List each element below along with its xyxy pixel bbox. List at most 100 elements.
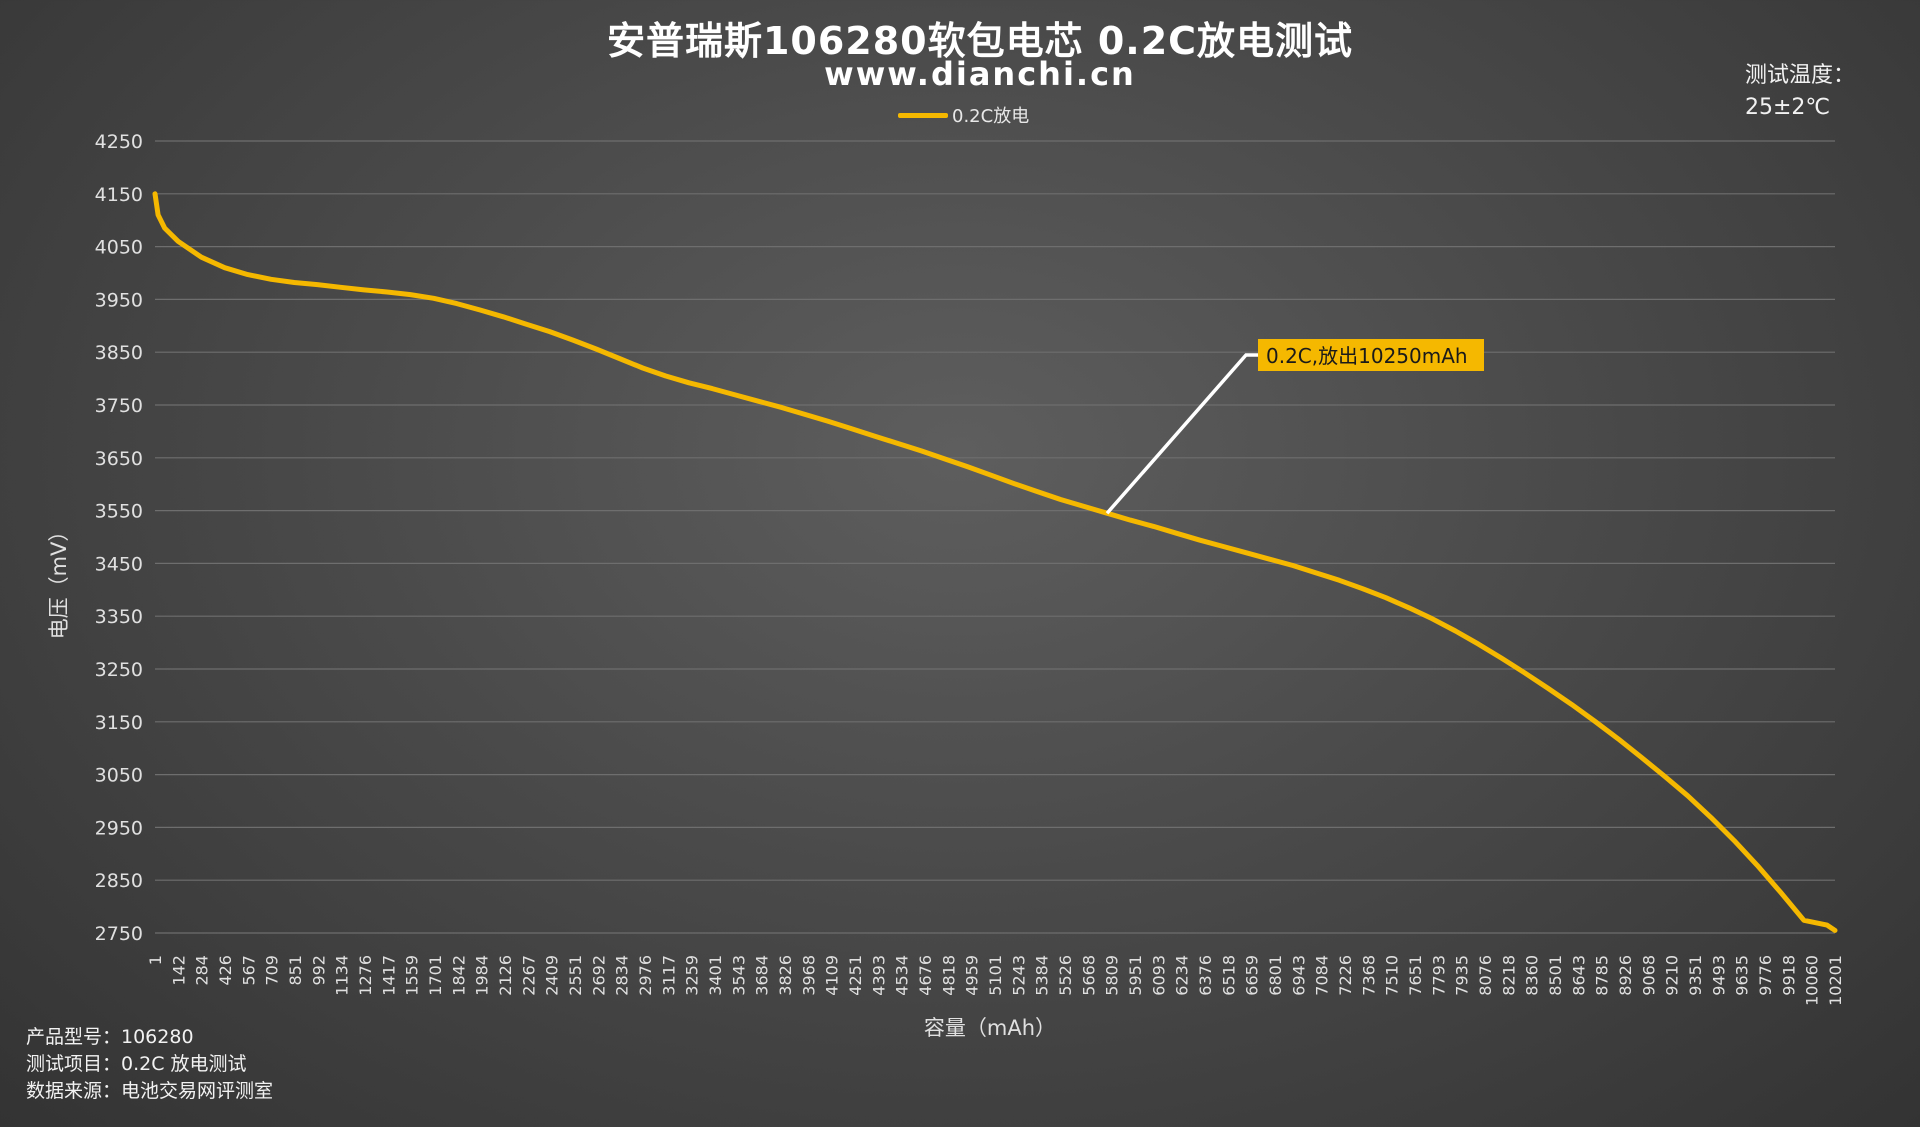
- legend-swatch: [898, 112, 948, 118]
- x-tick-label: 284: [193, 955, 212, 986]
- x-tick-label: 709: [263, 955, 282, 986]
- y-tick-label: 3950: [95, 289, 143, 311]
- annotation-leader-line: [1105, 353, 1258, 515]
- footer-model: 产品型号：106280: [26, 1026, 194, 1048]
- x-tick-label: 4676: [916, 955, 935, 996]
- x-tick-label: 7084: [1313, 955, 1332, 996]
- x-tick-label: 1276: [356, 955, 375, 996]
- footer-test-item: 测试项目：0.2C 放电测试: [26, 1053, 247, 1075]
- chart-subtitle: www.dianchi.cn: [824, 55, 1136, 93]
- y-tick-label: 3050: [95, 765, 143, 787]
- x-tick-label: 7368: [1359, 955, 1378, 996]
- x-tick-label: 1559: [403, 955, 422, 996]
- x-tick-label: 992: [309, 955, 328, 986]
- x-axis-ticks: 1 142 284 426 567 709 851 992 1134 1276 1417 1559 17…: [146, 955, 1845, 1006]
- x-tick-label: 7226: [1336, 955, 1355, 996]
- annotation-box: [1258, 339, 1484, 371]
- x-tick-label: 9918: [1779, 955, 1798, 996]
- x-tick-label: 9210: [1663, 955, 1682, 996]
- y-axis-label: 电压（mV）: [47, 521, 71, 640]
- grid-lines: [155, 140, 1835, 934]
- series-line: [152, 191, 1838, 933]
- test-temperature: 测试温度： 25±2℃: [1745, 60, 1855, 124]
- x-tick-label: 8501: [1546, 955, 1565, 996]
- temperature-value: 25±2℃: [1745, 95, 1831, 120]
- x-tick-label: 3259: [683, 955, 702, 996]
- x-tick-label: 5243: [1009, 955, 1028, 996]
- x-tick-label: 8785: [1593, 955, 1612, 996]
- x-tick-label: 3684: [753, 955, 772, 996]
- x-tick-label: 142: [169, 955, 188, 986]
- x-tick-label: 6376: [1196, 955, 1215, 996]
- y-tick-label: 3250: [95, 659, 143, 681]
- temperature-label: 测试温度：: [1745, 63, 1856, 88]
- x-tick-label: 8076: [1476, 955, 1495, 996]
- x-tick-label: 2551: [566, 955, 585, 996]
- x-tick-label: 1984: [473, 955, 492, 996]
- x-tick-label: 3543: [729, 955, 748, 996]
- x-tick-label: 6234: [1173, 955, 1192, 996]
- x-tick-label: 5384: [1033, 955, 1052, 996]
- y-tick-label: 3750: [95, 395, 143, 417]
- annotation-group: 0.2C,放出10250mAh: [1105, 339, 1484, 515]
- x-tick-label: 1842: [449, 955, 468, 996]
- x-tick-label: 2126: [496, 955, 515, 996]
- footer-source: 数据来源：电池交易网评测室: [26, 1080, 274, 1102]
- x-tick-label: 6659: [1243, 955, 1262, 996]
- y-tick-label: 3150: [95, 712, 143, 734]
- x-tick-label: 1701: [426, 955, 445, 996]
- series-group: [152, 191, 1838, 933]
- x-tick-label: 567: [239, 955, 258, 986]
- x-tick-label: 2409: [543, 955, 562, 996]
- x-tick-label: 7793: [1429, 955, 1448, 996]
- y-tick-label: 3350: [95, 606, 143, 628]
- x-tick-label: 5951: [1126, 955, 1145, 996]
- x-tick-label: 4818: [939, 955, 958, 996]
- y-tick-label: 2850: [95, 870, 143, 892]
- y-tick-label: 3650: [95, 448, 143, 470]
- x-tick-label: 4393: [869, 955, 888, 996]
- y-tick-label: 3550: [95, 501, 143, 523]
- x-tick-label: 5101: [986, 955, 1005, 996]
- footer-info: 产品型号：106280 测试项目：0.2C 放电测试 数据来源：电池交易网评测室: [26, 1024, 273, 1105]
- y-tick-label: 2950: [95, 817, 143, 839]
- x-tick-label: 1417: [379, 955, 398, 996]
- x-tick-label: 9635: [1733, 955, 1752, 996]
- x-tick-label: 5526: [1056, 955, 1075, 996]
- y-tick-label: 3850: [95, 342, 143, 364]
- x-tick-label: 2976: [636, 955, 655, 996]
- y-axis-ticks: 2750 2850 2950 3050 3150 3250 3350 3450 3550 3650…: [95, 131, 143, 945]
- x-tick-label: 6943: [1289, 955, 1308, 996]
- x-tick-label: 7935: [1453, 955, 1472, 996]
- y-tick-label: 3450: [95, 553, 143, 575]
- x-tick-label: 5809: [1103, 955, 1122, 996]
- x-tick-label: 9493: [1709, 955, 1728, 996]
- x-tick-label: 1134: [333, 955, 352, 996]
- y-tick-label: 4050: [95, 237, 143, 259]
- x-tick-label: 3117: [659, 955, 678, 996]
- x-tick-label: 10060: [1803, 955, 1822, 1006]
- x-tick-label: 426: [216, 955, 235, 986]
- x-tick-label: 2267: [519, 955, 538, 996]
- x-tick-label: 6801: [1266, 955, 1285, 996]
- legend-label: 0.2C放电: [952, 106, 1030, 127]
- x-tick-label: 2692: [589, 955, 608, 996]
- chart-title: 安普瑞斯106280软包电芯 0.2C放电测试: [606, 19, 1354, 63]
- x-tick-label: 4959: [963, 955, 982, 996]
- x-tick-label: 8926: [1616, 955, 1635, 996]
- x-tick-label: 8218: [1499, 955, 1518, 996]
- x-tick-label: 10201: [1826, 955, 1845, 1006]
- x-tick-label: 4251: [846, 955, 865, 996]
- x-tick-label: 6093: [1149, 955, 1168, 996]
- x-tick-label: 4109: [823, 955, 842, 996]
- x-tick-label: 7510: [1383, 955, 1402, 996]
- chart-legend: 0.2C放电: [898, 103, 1029, 127]
- x-tick-label: 4534: [893, 955, 912, 996]
- x-tick-label: 6518: [1219, 955, 1238, 996]
- y-tick-label: 4250: [95, 131, 143, 153]
- x-tick-label: 8643: [1569, 955, 1588, 996]
- x-tick-label: 7651: [1406, 955, 1425, 996]
- annotation-text: 0.2C,放出10250mAh: [1266, 344, 1468, 368]
- x-tick-label: 851: [286, 955, 305, 986]
- x-tick-label: 9776: [1756, 955, 1775, 996]
